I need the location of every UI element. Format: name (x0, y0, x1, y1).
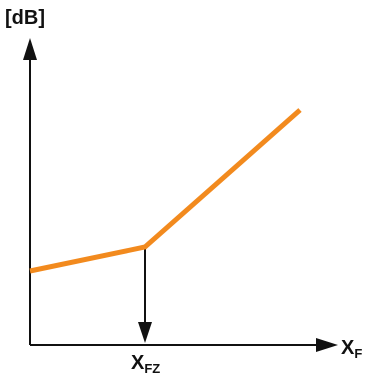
x-axis-arrowhead (316, 338, 338, 352)
x-axis-label: XF (341, 337, 362, 361)
y-axis-label: [dB] (5, 7, 45, 29)
response-curve (29, 108, 302, 274)
knee-label-subscript: FZ (144, 361, 160, 374)
x-axis-label-main: X (341, 337, 355, 359)
x-axis-label-subscript: F (354, 346, 362, 361)
knee-marker-arrowhead (138, 322, 152, 343)
y-axis-arrowhead (23, 38, 37, 60)
knee-label-main: X (131, 352, 145, 374)
knee-label: XFZ (131, 352, 160, 374)
